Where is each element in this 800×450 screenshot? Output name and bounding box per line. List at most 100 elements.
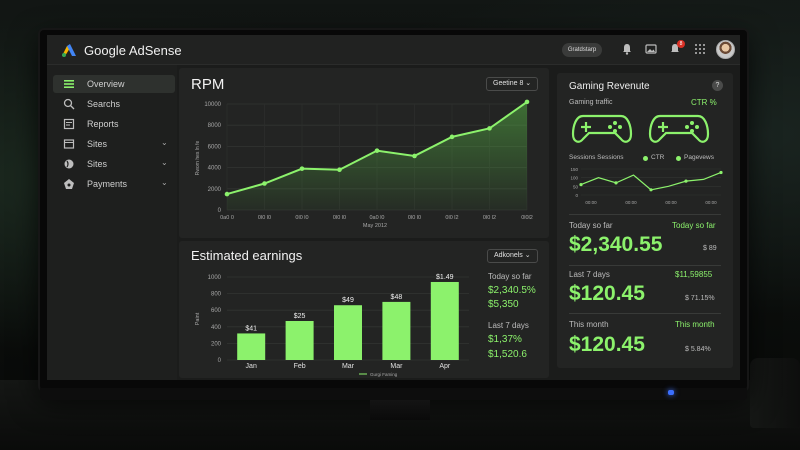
rpm-point (337, 167, 342, 173)
earnings-week-label: Last 7 days (488, 321, 529, 330)
rpm-point (224, 191, 230, 197)
power-led-icon (668, 390, 674, 395)
payments-icon (64, 179, 74, 189)
y-tick-label: 1000 (208, 275, 222, 281)
earnings-bar (285, 320, 314, 360)
chevron-down-icon[interactable]: ⌄ (161, 178, 168, 187)
rpm-point (412, 153, 417, 159)
gaming-traffic-label: Gaming traffic (569, 99, 613, 106)
gaming-stat-label: Last 7 days (569, 270, 610, 279)
search-icon (63, 98, 75, 110)
x-tick-label: 0l0l2 (521, 215, 533, 221)
divider (569, 214, 721, 215)
x-tick-label: 0a0 0 (220, 215, 234, 221)
sidebar-item-overview[interactable]: Overview (53, 75, 175, 93)
menu-icon (64, 80, 74, 88)
app-title: Google AdSense (84, 43, 182, 58)
y-tick-label: 200 (211, 341, 222, 347)
sidebar-item-label: Overview (87, 79, 125, 89)
earnings-week-value: $1,37% (488, 334, 522, 345)
earnings-bar (334, 305, 362, 360)
help-icon[interactable]: ? (712, 80, 723, 91)
rpm-point (487, 126, 492, 131)
x-tick-label: Mar (342, 363, 355, 370)
x-tick-label: Apr (439, 363, 451, 370)
x-tick-label: 0l0 l0 (295, 215, 308, 221)
x-tick-label: 0l0 l2 (445, 215, 458, 221)
sidebar-item-label: Searchs (87, 99, 121, 109)
rpm-point (299, 166, 305, 171)
x-axis-label: May 2012 (363, 223, 387, 229)
gamepad-icon (571, 114, 633, 143)
rpm-range-dropdown[interactable]: Geetine 8 ⌄ (486, 77, 539, 91)
rpm-point (374, 148, 380, 153)
apps-grid-icon[interactable] (694, 43, 706, 55)
earnings-today-sub: $5,350 (488, 299, 519, 310)
gaming-stat-side: $ 71.15% (685, 295, 715, 302)
gaming-stat-label: This month (569, 320, 609, 329)
x-tick-label: 0l0 l0 (333, 215, 346, 221)
y-tick-label: 0 (575, 193, 578, 198)
rpm-point (262, 181, 267, 186)
adsense-dashboard: Google AdSense Gratdstarp 8 (47, 35, 740, 380)
x-tick-label: 0l0 l0 (408, 215, 421, 221)
earnings-week-sub: $1,520.6 (488, 349, 527, 360)
sidebar-item-reports[interactable]: Reports (53, 115, 175, 133)
y-tick-label: 600 (211, 308, 222, 314)
gaming-stat-label: Today so far (569, 221, 613, 230)
gaming-stat-value: $120.45 (569, 333, 645, 356)
notification-badge: 8 (677, 40, 685, 48)
y-tick-label: 0 (218, 358, 222, 364)
image-icon[interactable] (645, 43, 657, 55)
rpm-point (449, 134, 455, 140)
coffee-mug (750, 358, 800, 428)
sessions-point (649, 188, 653, 192)
bar-data-label: $25 (294, 313, 306, 320)
sidebar-item-searchs[interactable]: Searchs (53, 95, 175, 113)
gaming-stat-right-label: Today so far (672, 221, 716, 230)
earnings-today-label: Today so far (488, 272, 532, 281)
bell-icon[interactable] (621, 43, 633, 55)
sidebar-item-sites[interactable]: Sites ⌄ (53, 135, 175, 153)
report-icon (63, 118, 75, 130)
chevron-down-icon[interactable]: ⌄ (161, 138, 168, 147)
sessions-point (579, 183, 583, 187)
avatar[interactable] (716, 40, 735, 59)
y-tick-label: 100 (570, 176, 578, 181)
sidebar-item-sites-2[interactable]: Sites ⌄ (53, 155, 175, 173)
x-tick-label: Mar (390, 363, 403, 370)
sidebar-item-label: Sites (87, 159, 108, 169)
sessions-point (719, 170, 723, 175)
x-tick-label: 00:00 (625, 200, 637, 205)
x-tick-label: 0a0 l0 (370, 215, 385, 221)
sessions-line (580, 171, 722, 191)
gaming-stat-right-label: This month (675, 320, 715, 329)
earnings-title: Estimated earnings (191, 248, 303, 263)
sites-icon (63, 139, 75, 149)
y-tick-label: 8000 (208, 123, 222, 129)
account-selector[interactable]: Gratdstarp (562, 43, 602, 57)
monitor-chin (40, 388, 747, 400)
divider (569, 313, 721, 314)
sessions-point (684, 179, 688, 183)
globe-icon (64, 159, 74, 169)
bar-data-label: $41 (245, 325, 257, 332)
chevron-down-icon[interactable]: ⌄ (161, 158, 168, 167)
earnings-dropdown[interactable]: Adkonels ⌄ (487, 249, 538, 263)
gaming-stat-side: $ 5.84% (685, 346, 711, 353)
gaming-card: Gaming Revenute ? Gaming traffic CTR % S… (557, 73, 733, 368)
legend-label: Gurgi Faming (370, 372, 398, 377)
bar-data-label: $1.49 (436, 274, 454, 281)
sidebar-item-label: Reports (87, 119, 119, 129)
sidebar-item-payments[interactable]: Payments ⌄ (53, 175, 175, 193)
legend-pageviews: Pagevews (684, 154, 714, 161)
gaming-stat-side: $ 89 (703, 245, 717, 252)
y-tick-label: 6000 (208, 144, 222, 150)
rpm-chart: 0 2000 4000 6000 8000 10000 0a0 0 0l0 l0 0l0 l0 0… (195, 99, 533, 229)
earnings-chart: 0 200 400 600 800 1000 Paint $41 Jan $25 Feb $49 Mar… (195, 274, 469, 377)
y-tick-label: 0 (218, 208, 222, 214)
legend-dot-icon (676, 156, 681, 161)
adsense-logo-icon[interactable] (60, 43, 78, 57)
sidebar-item-label: Sites (87, 139, 108, 149)
gamepad-icon (648, 114, 710, 143)
